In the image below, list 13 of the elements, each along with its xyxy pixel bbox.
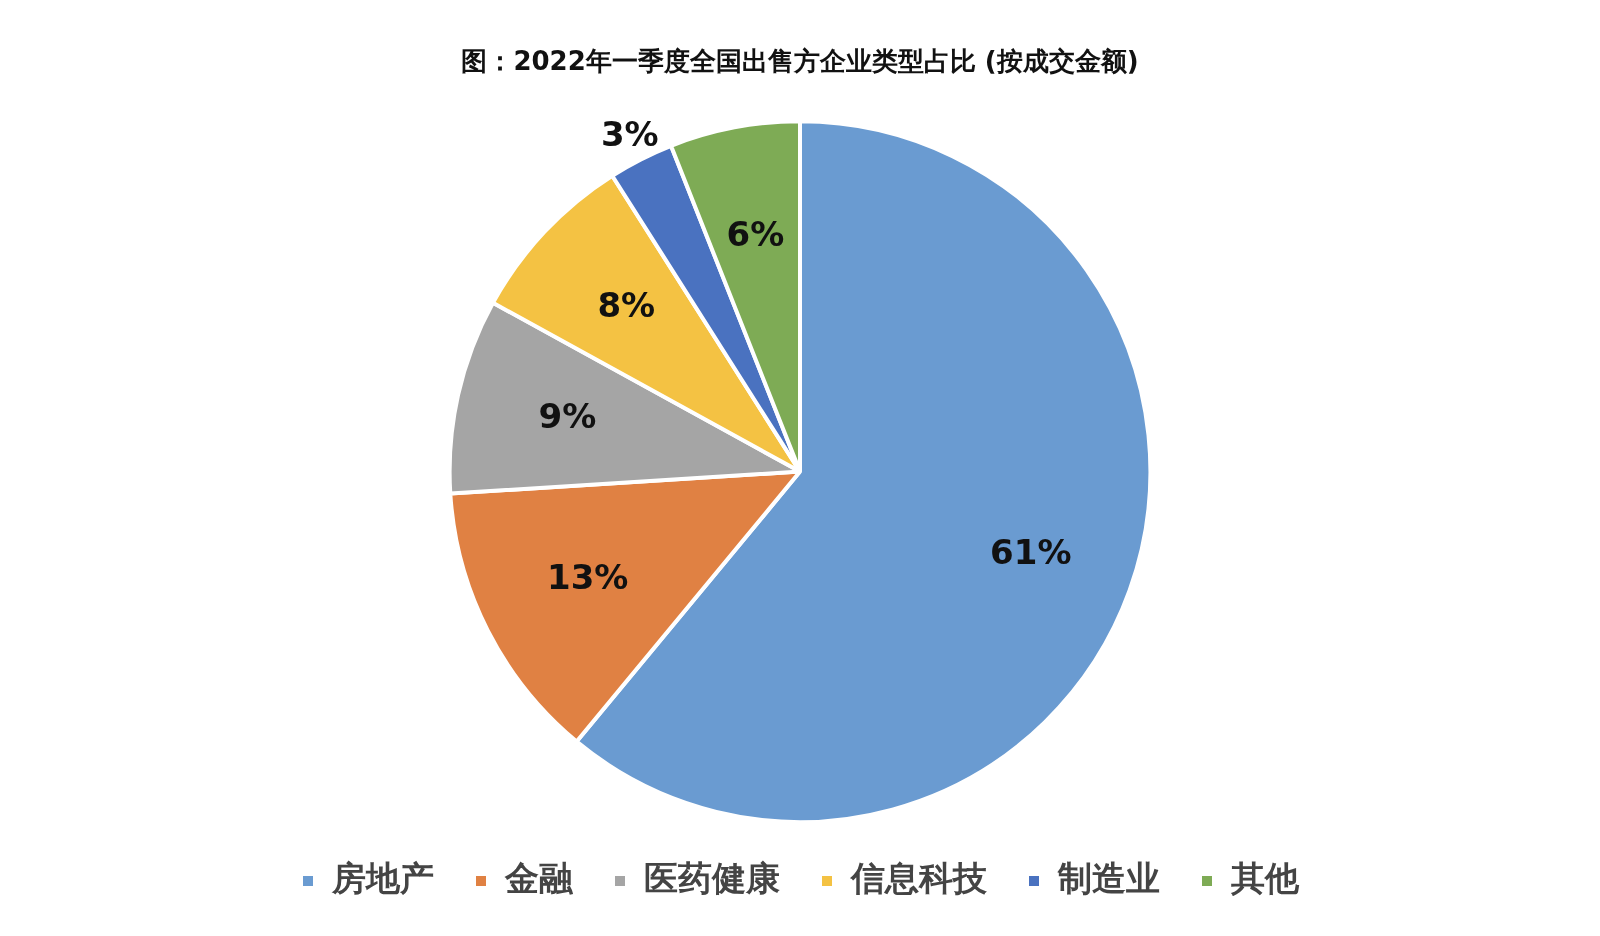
data-label: 61% <box>990 531 1072 572</box>
chart-title: 图：2022年一季度全国出售方企业类型占比 (按成交金额) <box>461 46 1139 77</box>
legend-label: 制造业 <box>1057 857 1160 898</box>
legend-label: 金融 <box>504 857 574 898</box>
data-label: 6% <box>726 214 785 255</box>
data-label: 8% <box>597 285 656 326</box>
legend-label: 医药健康 <box>644 857 780 898</box>
data-label: 13% <box>547 556 629 597</box>
legend-label: 房地产 <box>331 857 434 898</box>
data-label: 9% <box>538 396 597 437</box>
legend-label: 其他 <box>1230 857 1300 898</box>
data-label: 3% <box>600 114 659 155</box>
legend-label: 信息科技 <box>849 857 987 898</box>
